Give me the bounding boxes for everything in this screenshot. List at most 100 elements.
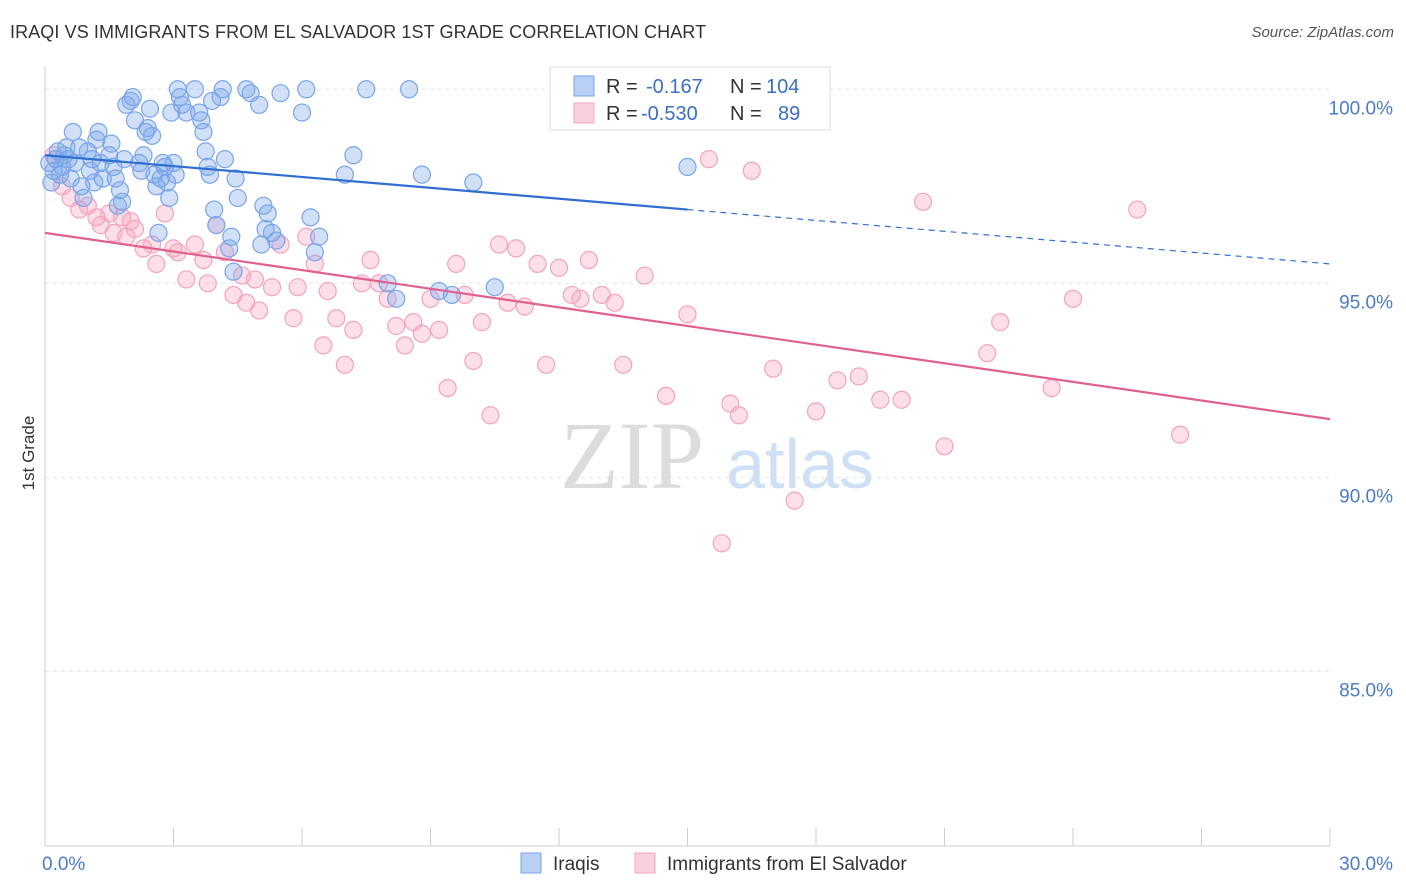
series-swatch-el-salvador — [634, 852, 656, 874]
series-legend: Iraqis Immigrants from El Salvador — [520, 852, 907, 875]
iraqis-point — [357, 80, 376, 99]
el-salvador-point — [978, 344, 997, 363]
iraqis-point — [297, 80, 316, 99]
el-salvador-point — [288, 278, 307, 297]
el-salvador-point — [125, 219, 145, 239]
iraqis-point — [442, 285, 462, 305]
iraqis-point — [185, 80, 205, 99]
el-salvador-point — [361, 250, 380, 270]
el-salvador-point — [1042, 378, 1061, 398]
el-salvador-point — [678, 305, 697, 324]
el-salvador-point — [429, 320, 449, 339]
iraqis-point — [412, 165, 432, 184]
iraqis-point — [226, 169, 245, 188]
legend-r-value-2: -0.530 — [641, 103, 698, 125]
axes — [44, 66, 1331, 847]
el-salvador-point — [284, 309, 303, 328]
el-salvador-point — [892, 390, 911, 409]
el-salvador-point — [1128, 200, 1147, 219]
legend-swatch-iraqis — [573, 75, 595, 97]
el-salvador-point — [335, 355, 354, 374]
series-swatch-iraqis — [520, 852, 542, 874]
el-salvador-point — [395, 336, 414, 355]
iraqis-point — [134, 146, 153, 165]
legend-r-value-1: -0.167 — [646, 76, 703, 98]
el-salvador-point — [871, 390, 890, 409]
watermark: ZIP atlas — [560, 402, 874, 509]
el-salvador-point — [481, 406, 500, 425]
el-salvador-point — [464, 351, 483, 371]
el-salvador-point — [699, 150, 719, 169]
iraqis-point — [301, 208, 320, 227]
iraqis-point — [228, 188, 247, 208]
y-axis-title: 1st Grade — [19, 416, 38, 491]
iraqis-point — [110, 181, 130, 200]
legend-n-label-2: N = — [730, 103, 762, 125]
iraqis-point — [74, 188, 93, 208]
el-salvador-point — [412, 324, 432, 343]
iraqis-point — [335, 165, 354, 184]
el-salvador-point — [344, 320, 363, 339]
iraqis-point — [224, 262, 243, 281]
el-salvador-point — [562, 285, 581, 305]
el-salvador-point — [70, 200, 89, 219]
el-salvador-point — [913, 192, 933, 211]
iraqis-point — [292, 103, 312, 122]
iraqis-point — [123, 87, 142, 107]
iraqis-point — [149, 223, 168, 242]
iraqis-point — [213, 80, 232, 99]
iraqis-point — [220, 239, 239, 258]
x-tick-labels: 0.0% 30.0% — [42, 854, 1393, 875]
el-salvador-point — [656, 386, 676, 405]
iraqis-trend-extension — [687, 208, 1331, 265]
iraqis-point — [102, 134, 121, 153]
el-salvador-point — [185, 235, 205, 254]
iraqis-point — [344, 146, 363, 165]
el-salvador-point — [828, 371, 847, 390]
iraqis-point — [63, 122, 82, 142]
el-salvador-point — [579, 250, 599, 270]
legend-swatch-el-salvador — [573, 102, 595, 124]
trend-lines — [44, 154, 1331, 421]
series-label-iraqis: Iraqis — [553, 854, 599, 875]
iraqis-point — [267, 231, 286, 250]
el-salvador-point — [1063, 289, 1083, 308]
iraqis-point — [305, 243, 324, 262]
el-salvador-point — [806, 402, 826, 421]
el-salvador-point — [571, 289, 590, 308]
y-tick-label: 90.0% — [1339, 486, 1393, 507]
iraqis-point — [205, 200, 224, 219]
el-salvador-point — [250, 301, 269, 320]
el-salvador-point — [327, 309, 346, 328]
el-salvador-point — [528, 254, 547, 274]
el-salvador-point — [472, 313, 491, 332]
iraqis-point — [115, 150, 134, 169]
el-salvador-point — [742, 161, 761, 180]
el-salvador-trend-line — [44, 231, 1331, 421]
watermark-zip: ZIP — [560, 402, 704, 509]
el-salvador-point — [635, 266, 654, 285]
iraqis-point — [271, 84, 290, 103]
el-salvador-point — [614, 355, 633, 374]
iraqis-point — [196, 142, 215, 161]
iraqis-point — [89, 122, 108, 142]
iraqis-point — [678, 157, 697, 176]
el-salvador-point — [314, 336, 333, 355]
el-salvador-point — [112, 208, 132, 227]
watermark-atlas: atlas — [726, 425, 874, 503]
el-salvador-point — [729, 406, 749, 425]
legend-n-value-1: 104 — [766, 76, 799, 98]
iraqis-point — [202, 91, 222, 111]
x-tick-label-max: 30.0% — [1339, 854, 1393, 875]
y-tick-labels: 100.0% 95.0% 90.0% 85.0% — [1329, 98, 1394, 701]
el-salvador-point — [849, 367, 868, 386]
el-salvador-point — [318, 281, 337, 301]
legend-n-value-2: 89 — [778, 103, 800, 125]
el-salvador-point — [262, 278, 282, 297]
el-salvador-point — [712, 534, 731, 553]
iraqis-point — [258, 204, 277, 223]
el-salvador-point — [177, 270, 196, 289]
el-salvador-point — [605, 293, 624, 312]
el-salvador-point — [198, 274, 217, 293]
el-salvador-point — [549, 258, 569, 277]
